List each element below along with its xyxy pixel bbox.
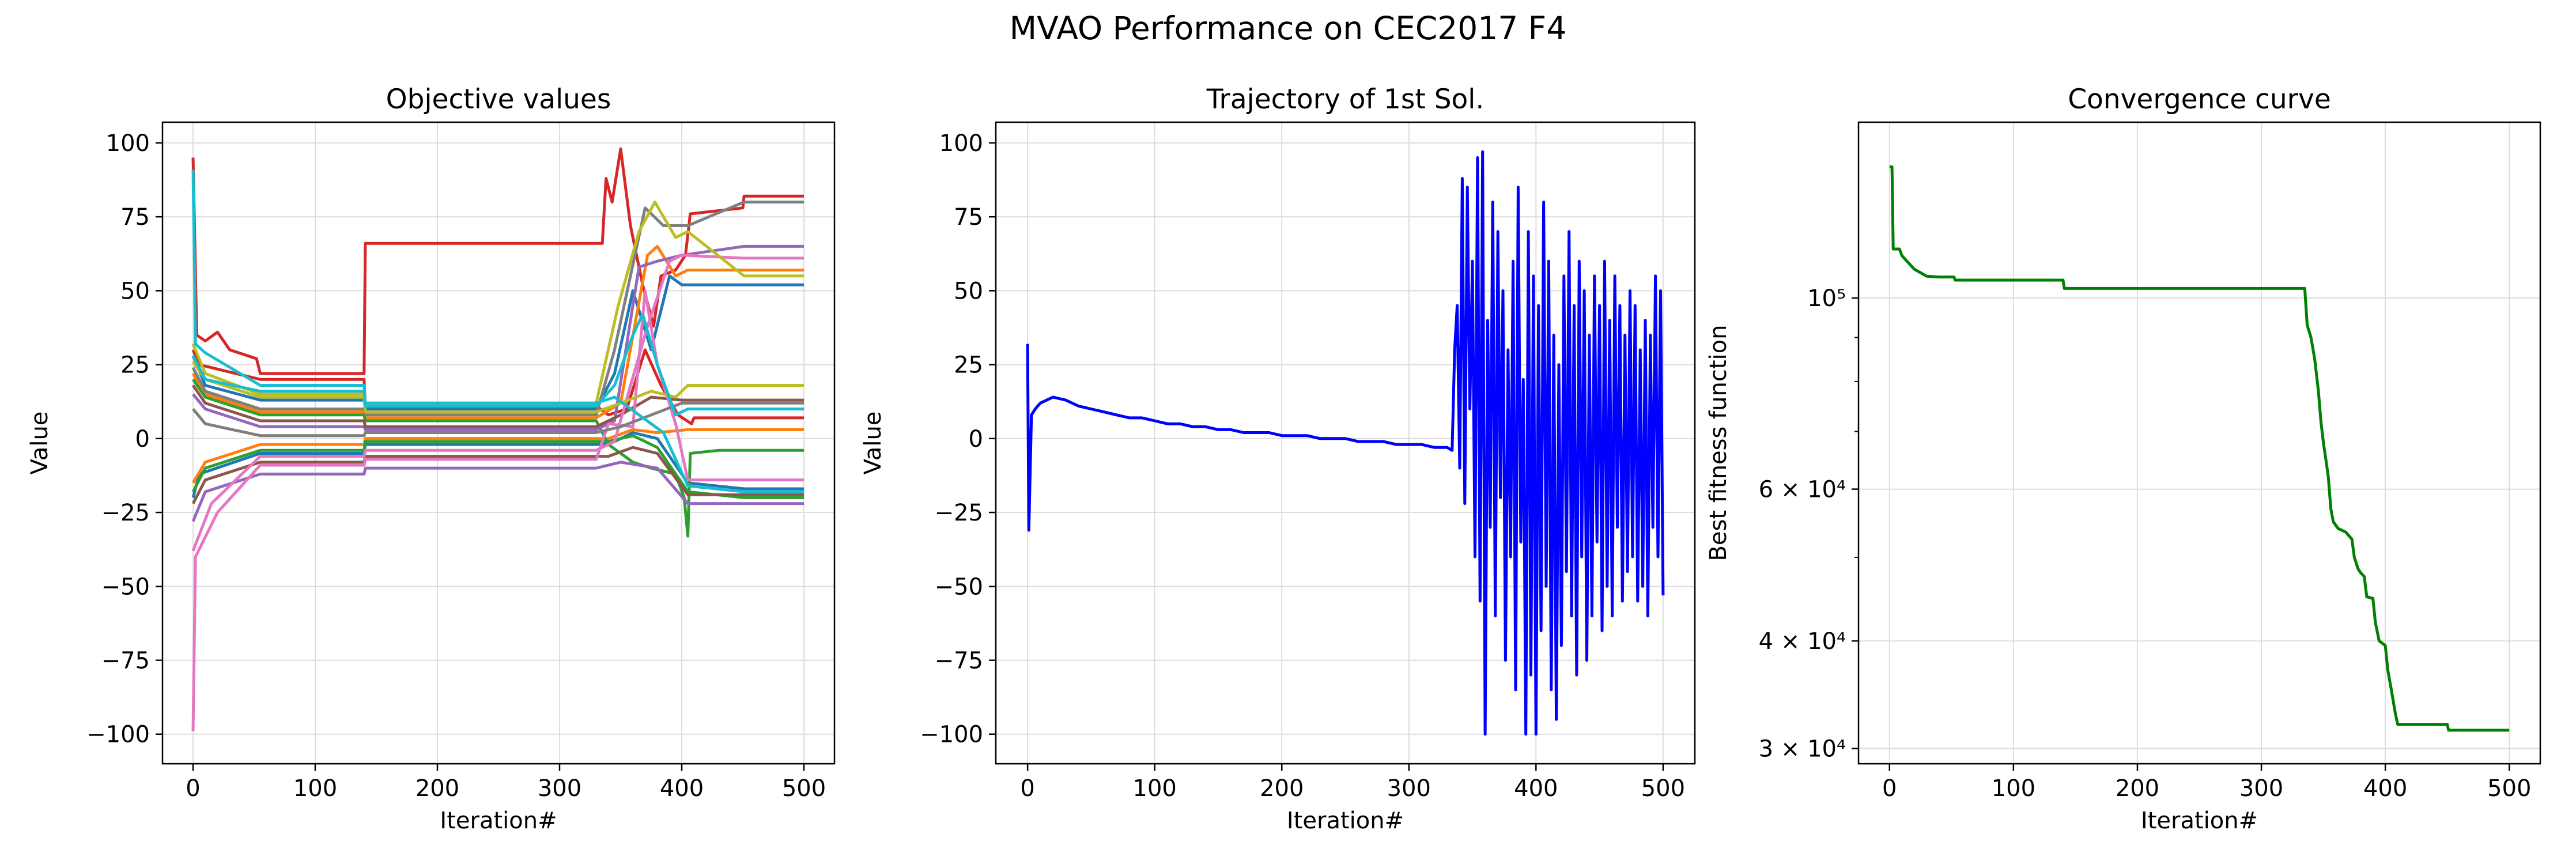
- chart-1-ytick-label-8: 100: [939, 130, 983, 157]
- chart-1-ytick-label-1: −75: [935, 647, 983, 674]
- chart-0-series-line-19: [191, 355, 804, 493]
- chart-2-xtick-label-1: 100: [1992, 775, 2035, 802]
- chart-0-series-line-5: [191, 428, 804, 484]
- chart-0-ytick-label-7: 75: [120, 204, 150, 231]
- chart-0-ytick-label-8: 100: [106, 130, 150, 157]
- chart-1-xtick-label-5: 500: [1641, 775, 1685, 802]
- convergence-panel: 0 100 200 300 400 500 3 × 10⁴ 4 × 10⁴ 6 × 10⁴ 10⁵…: [1705, 84, 2541, 834]
- chart-0-series-line-15: [192, 401, 804, 438]
- chart-0-ytick-label-1: −75: [101, 647, 150, 674]
- chart-1-xtick-label-4: 400: [1514, 775, 1558, 802]
- chart-0-xtick-label-1: 100: [293, 775, 337, 802]
- chart-0-series-line-9: [191, 461, 804, 522]
- chart-0-xlabel: Iteration#: [440, 808, 557, 834]
- chart-0-ytick-label-4: 0: [135, 426, 150, 452]
- chart-0-ytick-label-2: −50: [101, 574, 150, 600]
- chart-0-xtick-label-3: 300: [538, 775, 581, 802]
- chart-0-ytick-label-3: −25: [101, 500, 150, 526]
- chart-1-xtick-label-0: 0: [1020, 775, 1034, 802]
- chart-0-series-line-18: [191, 169, 804, 417]
- chart-1-xtick-label-3: 300: [1387, 775, 1431, 802]
- chart-0-xtick-label-4: 400: [660, 775, 704, 802]
- chart-2-xtick-label-2: 200: [2116, 775, 2159, 802]
- chart-2-ytick-label-3: 10⁵: [1807, 285, 1846, 312]
- chart-0-series-line-13: [191, 254, 804, 552]
- chart-0-series-line-11: [191, 446, 804, 504]
- chart-0-ylabel: Value: [27, 412, 53, 475]
- chart-1-ytick-label-2: −50: [935, 574, 983, 600]
- chart-0-series-line-1: [191, 348, 804, 425]
- chart-0-series-line-2: [191, 274, 804, 410]
- chart-2-xtick-label-3: 300: [2239, 775, 2283, 802]
- chart-0-title: Objective values: [386, 84, 611, 115]
- chart-0-series-line-8: [192, 244, 804, 431]
- chart-2-xtick-label-5: 500: [2487, 775, 2531, 802]
- chart-0-series-line-0: [191, 147, 804, 375]
- chart-2-xtick-label-0: 0: [1882, 775, 1897, 802]
- chart-1-xlabel: Iteration#: [1287, 808, 1404, 834]
- chart-2-ylabel: Best fitness function: [1705, 325, 1732, 561]
- trajectory-panel: 0 100 200 300 400 500 −100 −75 −50 −25 0 25 50 75 100 T…: [860, 84, 1696, 834]
- chart-0-series-line-14: [191, 201, 804, 417]
- objective-values-panel: 0 100 200 300 400 500 −100 −75 −50 −25 0 25 50 75 100 O…: [27, 84, 836, 834]
- chart-1-ylabel: Value: [860, 412, 886, 475]
- chart-1-ytick-label-3: −25: [935, 500, 983, 526]
- chart-1-series-line-0: [1026, 150, 1665, 736]
- chart-1-xtick-label-1: 100: [1133, 775, 1177, 802]
- chart-1-axes-frame: [995, 121, 1696, 765]
- chart-0-ytick-label-5: 25: [120, 352, 150, 379]
- chart-1-xtick-label-2: 200: [1260, 775, 1304, 802]
- chart-1-ytick-label-7: 75: [954, 204, 983, 231]
- chart-0-xtick-label-0: 0: [186, 775, 200, 802]
- chart-2-ytick-label-1: 4 × 10⁴: [1759, 628, 1846, 655]
- chart-0-axes-frame: [161, 121, 836, 765]
- chart-1-ytick-label-0: −100: [920, 722, 983, 748]
- chart-2-ytick-label-0: 3 × 10⁴: [1759, 736, 1846, 763]
- figure-suptitle: MVAO Performance on CEC2017 F4: [1010, 10, 1567, 47]
- chart-0-xtick-label-2: 200: [416, 775, 459, 802]
- chart-2-series-line-0: [1889, 165, 2510, 732]
- chart-0-series-line-16: [191, 201, 804, 405]
- chart-2-title: Convergence curve: [2068, 84, 2331, 115]
- chart-0-xtick-label-5: 500: [782, 775, 826, 802]
- chart-2-ytick-label-2: 6 × 10⁴: [1759, 477, 1846, 503]
- chart-2-xtick-label-4: 400: [2363, 775, 2407, 802]
- chart-1-ytick-label-5: 25: [954, 352, 983, 379]
- chart-2-axes-frame: [1857, 121, 2541, 765]
- chart-0-series-line-12: [191, 289, 804, 731]
- chart-0-series-line-17: [191, 361, 804, 414]
- chart-1-ytick-label-4: 0: [969, 426, 983, 452]
- chart-2-xlabel: Iteration#: [2141, 808, 2258, 834]
- chart-1-title: Trajectory of 1st Sol.: [1206, 84, 1485, 115]
- chart-0-ytick-label-6: 50: [120, 278, 150, 304]
- chart-1-ytick-label-6: 50: [954, 278, 983, 304]
- chart-0-ytick-label-0: −100: [86, 722, 150, 748]
